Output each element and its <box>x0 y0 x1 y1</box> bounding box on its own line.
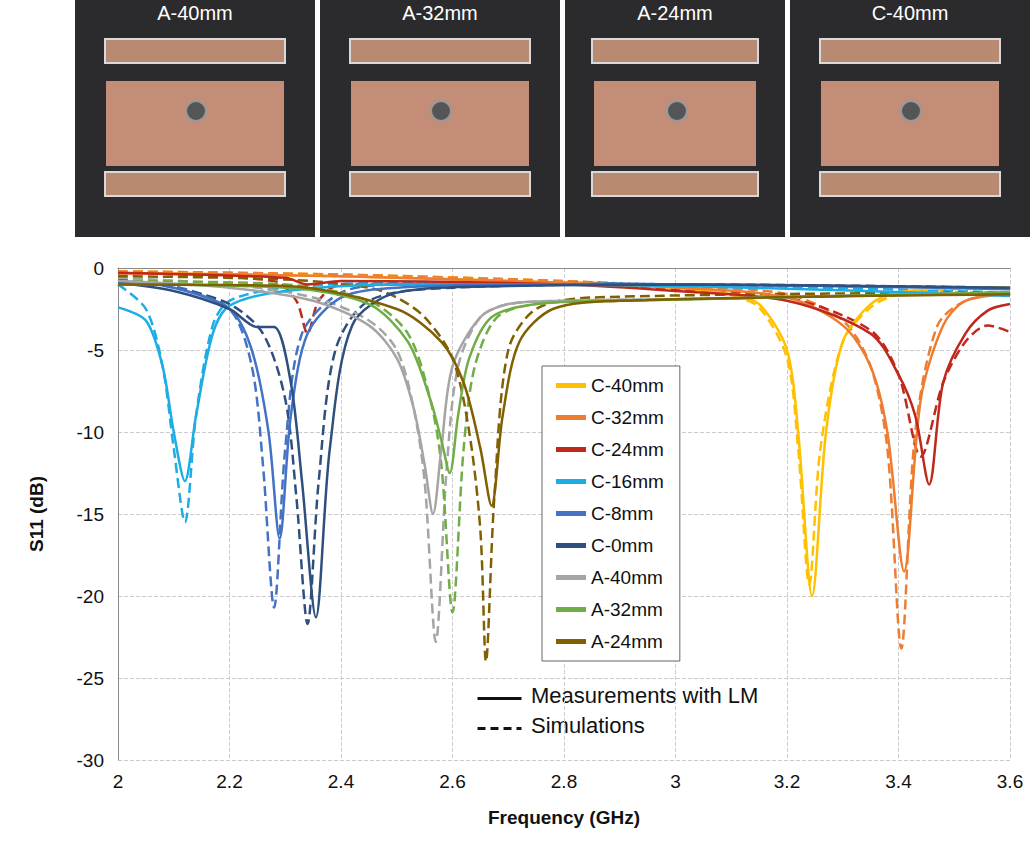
svg-text:2.8: 2.8 <box>551 771 577 792</box>
svg-text:Measurements with LM: Measurements with LM <box>531 683 758 708</box>
svg-text:2.6: 2.6 <box>439 771 465 792</box>
svg-text:3.6: 3.6 <box>997 771 1023 792</box>
svg-text:C-40mm: C-40mm <box>591 375 664 396</box>
svg-text:3.4: 3.4 <box>885 771 912 792</box>
svg-text:Frequency (GHz): Frequency (GHz) <box>488 807 640 828</box>
svg-text:3.2: 3.2 <box>774 771 800 792</box>
svg-text:S11 (dB): S11 (dB) <box>26 476 47 552</box>
svg-text:C-32mm: C-32mm <box>591 407 664 428</box>
svg-text:-5: -5 <box>87 340 104 361</box>
html-text:A-40mm: A-40mm <box>157 2 233 24</box>
svg-text:C-24mm: C-24mm <box>591 439 664 460</box>
svg-text:A-24mm: A-24mm <box>591 631 663 652</box>
svg-text:-25: -25 <box>77 668 104 689</box>
svg-text:2: 2 <box>113 771 124 792</box>
svg-text:A-40mm: A-40mm <box>591 567 663 588</box>
svg-text:C-8mm: C-8mm <box>591 503 653 524</box>
svg-text:-20: -20 <box>77 586 104 607</box>
html-text:C-40mm: C-40mm <box>871 2 949 24</box>
svg-text:-10: -10 <box>77 422 104 443</box>
svg-text:-15: -15 <box>77 504 104 525</box>
html-text:A-32mm: A-32mm <box>402 2 478 24</box>
svg-text:A-32mm: A-32mm <box>591 599 663 620</box>
svg-text:C-0mm: C-0mm <box>591 535 653 556</box>
svg-text:3: 3 <box>670 771 681 792</box>
svg-text:0: 0 <box>93 258 104 279</box>
svg-text:2.4: 2.4 <box>328 771 355 792</box>
svg-text:C-16mm: C-16mm <box>591 471 664 492</box>
svg-text:Simulations: Simulations <box>531 713 645 738</box>
svg-text:-30: -30 <box>77 750 104 771</box>
svg-text:2.2: 2.2 <box>216 771 242 792</box>
html-text:A-24mm: A-24mm <box>637 2 713 24</box>
